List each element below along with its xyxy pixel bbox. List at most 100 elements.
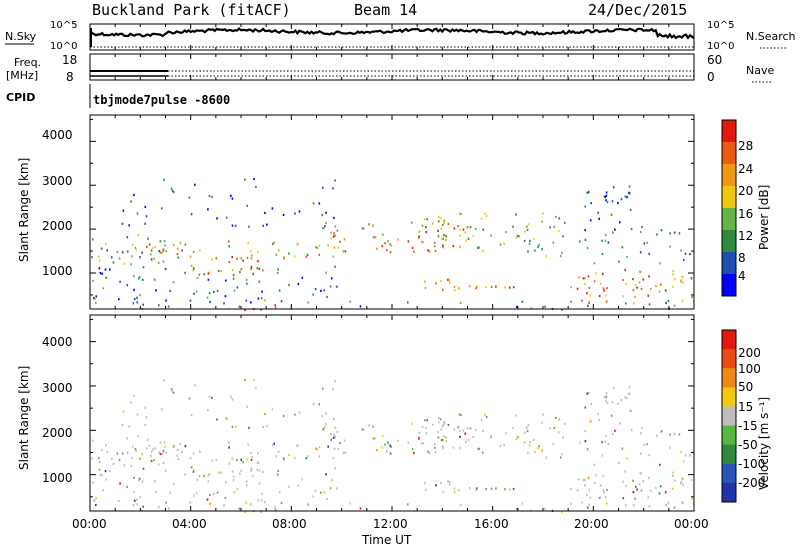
velocity-cell — [433, 443, 436, 446]
power-cell — [159, 251, 162, 254]
velocity-cell — [250, 451, 252, 454]
velocity-cell — [333, 447, 336, 451]
velocity-cell — [612, 386, 615, 390]
noise-right-tick-bottom: 10^0 — [707, 41, 734, 52]
velocity-cell — [555, 416, 557, 419]
velocity-cell — [193, 494, 195, 497]
power-cell — [634, 295, 636, 298]
velocity-cell — [601, 441, 603, 444]
velocity-cell — [332, 436, 335, 439]
colorbar-segment — [722, 368, 736, 388]
power-cell — [680, 280, 682, 283]
power-cell — [427, 249, 429, 252]
velocity-cell — [251, 455, 253, 458]
velocity-cell — [337, 447, 339, 450]
power-cell — [361, 227, 364, 230]
power-cell — [441, 223, 444, 226]
power-cell — [667, 299, 670, 302]
velocity-cell — [376, 449, 378, 452]
velocity-cell — [421, 425, 424, 429]
power-cell — [179, 241, 182, 244]
velocity-cell — [424, 482, 426, 485]
power-cell — [159, 240, 162, 243]
power-cell — [428, 250, 431, 253]
velocity-cell — [605, 435, 607, 438]
power-cell — [231, 224, 234, 227]
velocity-cell — [578, 478, 580, 481]
velocity-cell — [442, 490, 444, 493]
power-cell — [434, 249, 437, 253]
velocity-cell — [445, 440, 447, 443]
velocity-cell — [648, 454, 650, 457]
velocity-ytick-2000: 2000 — [42, 426, 73, 440]
velocity-cell — [141, 453, 143, 456]
velocity-cell — [277, 450, 280, 453]
velocity-cell — [541, 421, 543, 424]
velocity-cell — [628, 392, 631, 396]
power-cell — [490, 285, 493, 289]
power-cell — [172, 191, 175, 194]
velocity-cell — [467, 438, 470, 442]
velocity-cell — [165, 501, 167, 504]
velocity-cell — [472, 435, 475, 439]
power-cell — [528, 242, 531, 246]
velocity-cell — [647, 496, 650, 499]
velocity-cell — [443, 420, 446, 423]
velocity-cell — [381, 434, 384, 437]
power-cell — [495, 285, 497, 288]
power-cell — [542, 212, 544, 215]
power-cell — [258, 267, 261, 270]
velocity-cell — [189, 501, 192, 504]
velocity-cell — [558, 418, 561, 421]
velocity-cell — [389, 452, 392, 455]
velocity-cell — [194, 384, 196, 387]
power-cell — [588, 301, 590, 304]
velocity-cell — [673, 506, 676, 509]
power-cell — [625, 302, 627, 305]
velocity-cell — [658, 492, 661, 495]
velocity-cell — [184, 473, 186, 476]
power-cell — [306, 253, 309, 256]
power-cell — [171, 189, 174, 193]
velocity-cell — [257, 461, 260, 464]
cpid-label: CPID — [6, 91, 35, 104]
power-cell — [448, 281, 451, 284]
colorbar-segment — [722, 274, 736, 297]
power-cell — [98, 267, 101, 270]
power-y-ticks — [90, 118, 694, 296]
power-cell — [516, 234, 519, 237]
velocity-cell — [425, 432, 427, 435]
velocity-cell — [459, 429, 461, 432]
power-cell — [448, 279, 451, 282]
velocity-cell — [660, 430, 663, 433]
velocity-cell — [192, 468, 195, 471]
power-cell — [606, 287, 608, 290]
power-cell — [438, 215, 440, 218]
velocity-cell — [452, 446, 455, 449]
velocity-cell — [207, 474, 210, 477]
power-cell — [478, 246, 480, 249]
power-cell — [407, 240, 410, 243]
velocity-cell — [523, 441, 526, 444]
power-cell — [236, 286, 239, 289]
velocity-cell — [314, 489, 317, 492]
power-cell — [570, 286, 572, 289]
power-cell — [503, 242, 505, 245]
velocity-cell — [626, 397, 628, 400]
velocity-cell — [339, 442, 341, 445]
power-cell — [443, 219, 446, 222]
power-cell — [672, 285, 674, 288]
velocity-cell — [231, 398, 234, 401]
velocity-cell — [626, 457, 628, 460]
power-cell — [316, 246, 319, 250]
velocity-cell — [503, 444, 505, 447]
velocity-cell — [621, 447, 624, 450]
velocity-cell — [682, 483, 684, 486]
velocity-cell — [246, 458, 249, 461]
velocity-cell — [453, 428, 456, 431]
power-cell — [256, 267, 259, 270]
colorbar-segment — [722, 406, 736, 427]
velocity-cell — [689, 454, 691, 457]
power-cell — [167, 305, 170, 308]
